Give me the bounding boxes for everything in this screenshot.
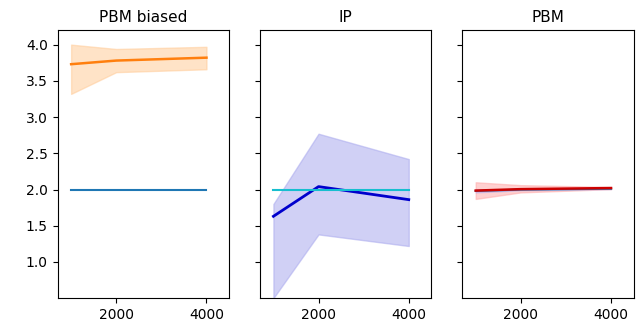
Title: IP: IP	[339, 10, 353, 25]
Title: PBM: PBM	[531, 10, 564, 25]
Title: PBM biased: PBM biased	[99, 10, 188, 25]
